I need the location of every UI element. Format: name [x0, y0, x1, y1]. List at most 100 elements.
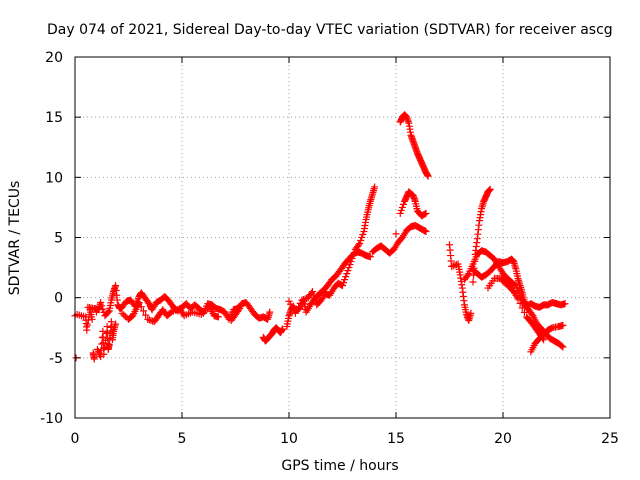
data-point	[287, 300, 295, 308]
data-point	[539, 334, 547, 342]
data-point	[518, 304, 526, 312]
data-point	[422, 227, 430, 235]
grid	[75, 57, 610, 418]
data-point	[311, 294, 319, 302]
data-point	[84, 321, 92, 329]
data-point	[399, 200, 407, 208]
data-point	[309, 288, 317, 296]
data-point	[266, 308, 274, 316]
data-point	[295, 303, 303, 311]
data-point	[144, 315, 152, 323]
data-point	[451, 261, 459, 269]
data-point	[296, 299, 304, 307]
data-point	[235, 306, 243, 314]
data-point	[356, 240, 364, 248]
data-point	[349, 252, 357, 260]
data-point	[118, 309, 126, 317]
data-points	[71, 111, 569, 363]
y-tick-label: 5	[54, 231, 63, 247]
x-tick-label: 15	[387, 431, 405, 447]
data-point	[347, 258, 355, 266]
data-point	[424, 172, 432, 180]
data-point	[97, 298, 105, 306]
data-point	[236, 304, 244, 312]
data-point	[371, 183, 379, 191]
data-point	[561, 300, 569, 308]
data-point	[357, 237, 365, 245]
data-point	[298, 296, 306, 304]
x-axis-label: GPS time / hours	[281, 458, 398, 474]
y-tick-label: 20	[45, 50, 63, 66]
data-point	[486, 185, 494, 193]
data-point	[121, 312, 129, 320]
data-point	[528, 310, 536, 318]
data-point	[112, 320, 120, 328]
data-point	[520, 308, 528, 316]
x-tick-label: 20	[494, 431, 512, 447]
data-point	[344, 267, 352, 275]
y-tick-label: 15	[45, 110, 63, 126]
data-point	[348, 255, 356, 263]
x-tick-label: 5	[178, 431, 187, 447]
data-point	[310, 291, 318, 299]
data-point	[558, 342, 566, 350]
data-point	[100, 350, 108, 358]
data-point	[291, 309, 299, 317]
data-point	[120, 311, 128, 319]
data-point	[279, 325, 287, 333]
data-point	[301, 295, 309, 303]
data-point	[99, 305, 107, 313]
data-point	[397, 206, 405, 214]
chart-title: Day 074 of 2021, Sidereal Day-to-day VTE…	[47, 22, 613, 38]
y-axis-label: SDTVAR / TECUs	[7, 181, 23, 296]
data-point	[139, 307, 147, 315]
data-point	[514, 295, 522, 303]
x-tick-label: 25	[601, 431, 619, 447]
data-point	[540, 336, 548, 344]
data-point	[142, 311, 150, 319]
data-point	[469, 278, 477, 286]
data-point	[346, 261, 354, 269]
data-point	[421, 210, 429, 218]
data-point	[299, 295, 307, 303]
data-point	[145, 316, 153, 324]
data-point	[343, 270, 351, 278]
data-point	[293, 306, 301, 314]
data-point	[340, 279, 348, 287]
data-point	[358, 234, 366, 241]
data-point	[98, 302, 106, 310]
data-point	[516, 299, 524, 307]
data-point	[342, 273, 350, 281]
data-point	[448, 262, 456, 270]
data-point	[559, 321, 567, 329]
x-tick-label: 0	[71, 431, 80, 447]
data-point	[464, 271, 472, 279]
data-point	[214, 313, 222, 321]
data-point	[137, 303, 145, 311]
data-point	[350, 249, 358, 257]
data-point	[90, 355, 98, 363]
data-point	[339, 282, 346, 290]
data-point	[88, 315, 96, 323]
y-tick-label: -10	[40, 411, 63, 427]
data-point	[392, 230, 400, 238]
data-point	[359, 230, 367, 238]
data-point	[355, 241, 363, 249]
data-point	[288, 303, 296, 311]
data-point	[83, 326, 91, 334]
y-tick-label: 10	[45, 170, 63, 186]
y-tick-label: -5	[49, 351, 63, 367]
data-point	[559, 343, 567, 351]
x-tick-label: 10	[280, 431, 298, 447]
data-point	[341, 276, 349, 284]
data-point	[285, 297, 293, 305]
data-point	[398, 203, 406, 211]
y-tick-label: 0	[54, 291, 63, 307]
data-point	[396, 209, 404, 217]
data-point	[84, 316, 92, 324]
data-point	[345, 264, 353, 272]
data-point	[98, 340, 106, 348]
axis-ticks: 0 5 10 15 20 25 -10 -5 0 5 10 15 20	[40, 50, 619, 447]
data-point	[449, 262, 457, 270]
